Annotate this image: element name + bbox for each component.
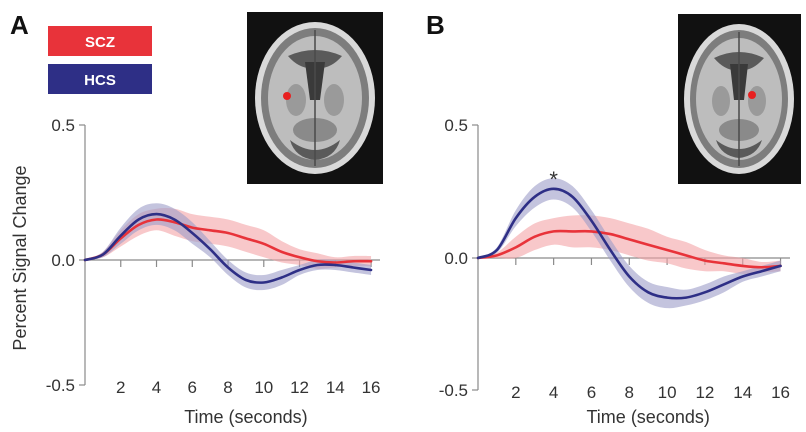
- panel-b-y-tick-label: 0.0: [444, 249, 468, 268]
- panel-b-x-tick-label: 16: [771, 383, 790, 402]
- plot-panel-b: -0.5 0.0 0.5 2 4 6 8 10 12 14 16 Time (seconds) *: [439, 116, 790, 427]
- panel-b-y-tick-label: -0.5: [439, 381, 468, 400]
- panel-a-x-tick-label: 4: [152, 378, 161, 397]
- panel-b-x-tick-label: 4: [549, 383, 558, 402]
- panel-b-x-tick-label: 12: [695, 383, 714, 402]
- panel-b-line-hcs: [476, 187, 782, 300]
- panel-a-x-tick-label: 8: [223, 378, 232, 397]
- panel-a-letter: A: [10, 10, 29, 40]
- legend-label-hcs: HCS: [84, 72, 116, 89]
- legend: SCZ HCS: [48, 26, 152, 94]
- panel-a-line-scz: [83, 218, 373, 264]
- brain-inset-a: [247, 12, 383, 184]
- plot-panel-a: -0.5 0.0 0.5 2 4 6 8 10 12 14 16 Time (seconds): [46, 116, 381, 427]
- y-axis-label: Percent Signal Change: [10, 165, 30, 350]
- roi-marker-b: [748, 91, 756, 99]
- panel-b-letter: B: [426, 10, 445, 40]
- panel-a-band-hcs: [85, 203, 372, 291]
- panel-b-band-scz: [478, 215, 781, 274]
- legend-label-scz: SCZ: [85, 34, 115, 51]
- panel-b-x-tick-label: 8: [625, 383, 634, 402]
- panel-a-x-tick-label: 10: [254, 378, 273, 397]
- panel-b-x-tick-label: 6: [587, 383, 596, 402]
- panel-a-x-axis-label: Time (seconds): [184, 407, 307, 427]
- panel-a-x-tick-label: 14: [326, 378, 345, 397]
- panel-a-y-tick-label: 0.0: [51, 251, 75, 270]
- panel-b-y-tick-label: 0.5: [444, 116, 468, 135]
- panel-a-y-tick-label: -0.5: [46, 376, 75, 395]
- panel-b-x-tick-label: 14: [733, 383, 752, 402]
- legend-swatch-hcs: [48, 64, 152, 94]
- panel-b-x-tick-label: 2: [511, 383, 520, 402]
- panel-b-x-tick-label: 10: [658, 383, 677, 402]
- panel-a-x-tick-label: 12: [290, 378, 309, 397]
- panel-b-line-scz: [476, 229, 782, 269]
- panel-b-significance-marker: *: [549, 167, 558, 192]
- panel-a-x-tick-label: 16: [362, 378, 381, 397]
- panel-a-x-tick-label: 2: [116, 378, 125, 397]
- panel-b-x-axis-label: Time (seconds): [586, 407, 709, 427]
- roi-marker-a: [283, 92, 291, 100]
- brain-inset-b: [678, 14, 801, 184]
- panel-a-x-tick-label: 6: [188, 378, 197, 397]
- panel-a-y-tick-label: 0.5: [51, 116, 75, 135]
- legend-swatch-scz: [48, 26, 152, 56]
- panel-b-band-hcs: [478, 178, 781, 309]
- panel-a-line-hcs: [83, 212, 373, 284]
